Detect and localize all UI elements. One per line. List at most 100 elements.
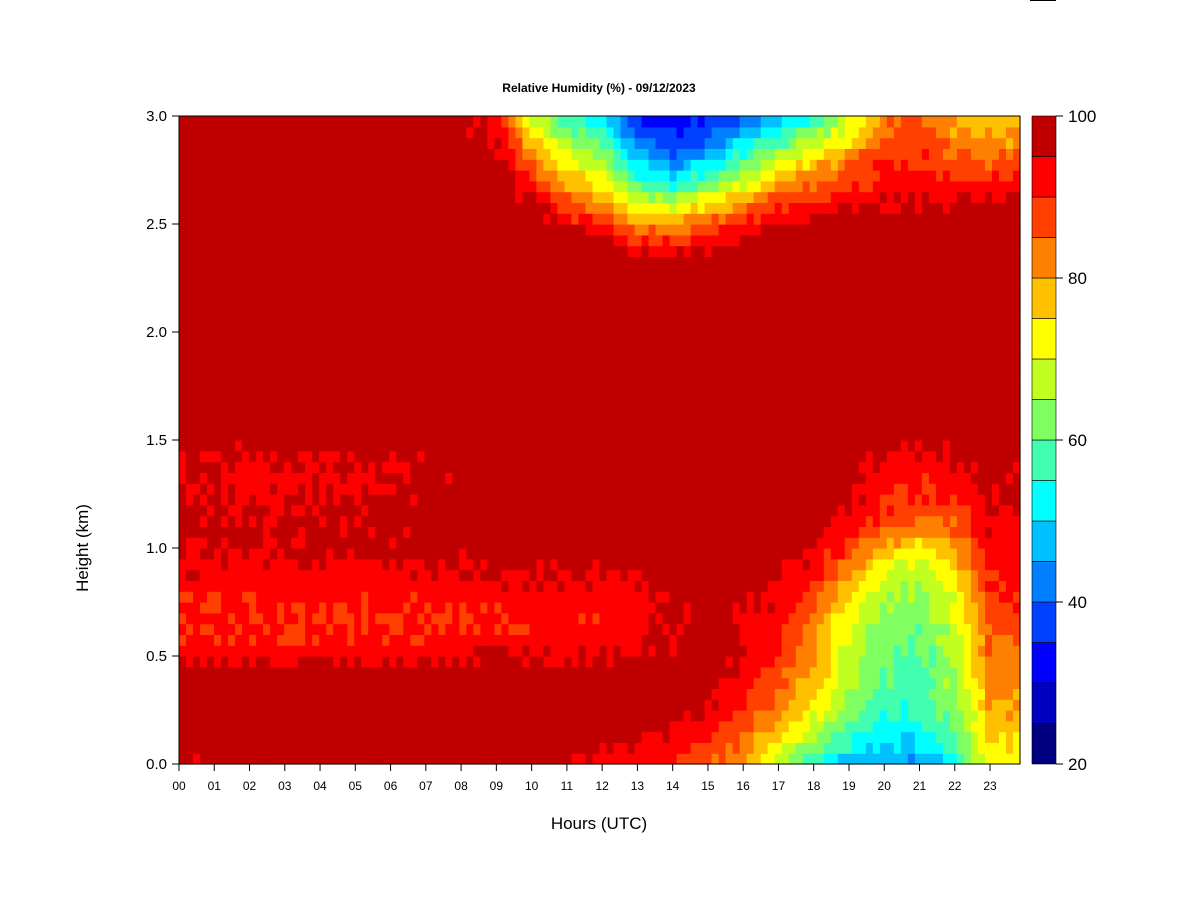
heatmap-cell: [298, 688, 306, 700]
heatmap-cell: [480, 591, 488, 603]
heatmap-cell: [242, 504, 250, 517]
heatmap-cell: [242, 688, 250, 700]
heatmap-cell: [844, 634, 853, 646]
heatmap-cell: [739, 688, 748, 700]
heatmap-cell: [830, 515, 839, 527]
heatmap-cell: [326, 580, 334, 592]
heatmap-cell: [711, 375, 720, 387]
heatmap-cell: [200, 321, 208, 333]
heatmap-cell: [900, 494, 909, 506]
heatmap-cell: [914, 332, 923, 344]
heatmap-cell: [676, 753, 685, 765]
heatmap-cell: [305, 537, 313, 549]
heatmap-cell: [998, 699, 1007, 711]
heatmap-cell: [270, 440, 278, 452]
heatmap-cell: [767, 450, 776, 463]
heatmap-cell: [921, 375, 930, 387]
heatmap-cell: [739, 580, 748, 592]
heatmap-cell: [585, 537, 594, 549]
heatmap-cell: [424, 386, 432, 398]
heatmap-cell: [753, 623, 762, 635]
heatmap-cell: [347, 472, 355, 484]
heatmap-cell: [732, 472, 741, 484]
heatmap-cell: [634, 645, 643, 657]
heatmap-cell: [424, 440, 432, 452]
heatmap-cell: [536, 558, 545, 571]
heatmap-cell: [459, 591, 467, 603]
heatmap-cell: [326, 450, 334, 463]
heatmap-cell: [781, 429, 790, 441]
heatmap-cell: [284, 504, 292, 517]
heatmap-cell: [179, 558, 187, 571]
heatmap-cell: [725, 515, 734, 527]
heatmap-cell: [711, 429, 720, 441]
heatmap-cell: [459, 645, 467, 657]
heatmap-cell: [501, 321, 509, 333]
heatmap-cell: [543, 310, 552, 322]
heatmap-cell: [263, 504, 271, 517]
heatmap-cell: [599, 710, 608, 722]
heatmap-cell: [333, 645, 341, 657]
heatmap-cell: [900, 710, 909, 722]
heatmap-cell: [571, 321, 580, 333]
heatmap-cell: [270, 364, 278, 376]
heatmap-cell: [662, 623, 671, 635]
heatmap-cell: [949, 353, 958, 365]
heatmap-cell: [564, 321, 573, 333]
heatmap-cell: [620, 375, 629, 387]
heatmap-cell: [298, 569, 306, 581]
heatmap-cell: [235, 375, 243, 387]
heatmap-cell: [466, 429, 474, 441]
heatmap-cell: [970, 558, 979, 571]
heatmap-cell: [949, 321, 958, 333]
heatmap-cell: [501, 645, 509, 657]
heatmap-cell: [473, 710, 481, 722]
heatmap-cell: [760, 407, 769, 419]
heatmap-cell: [739, 504, 748, 517]
heatmap-cell: [431, 742, 439, 754]
heatmap-cell: [816, 537, 825, 549]
heatmap-cell: [921, 580, 930, 592]
heatmap-cell: [690, 548, 699, 560]
heatmap-cell: [529, 504, 538, 517]
heatmap-cell: [536, 699, 545, 711]
heatmap-cell: [186, 526, 194, 538]
heatmap-cell: [725, 504, 734, 517]
heatmap-cell: [186, 332, 194, 344]
heatmap-cell: [732, 450, 741, 463]
heatmap-cell: [340, 548, 348, 560]
heatmap-cell: [375, 483, 383, 495]
heatmap-cell: [669, 720, 678, 733]
heatmap-cell: [403, 710, 411, 722]
heatmap-cell: [704, 666, 713, 679]
heatmap-cell: [760, 612, 769, 625]
heatmap-cell: [480, 548, 488, 560]
heatmap-cell: [809, 386, 818, 398]
heatmap-cell: [739, 332, 748, 344]
heatmap-cell: [207, 537, 215, 549]
heatmap-cell: [935, 731, 944, 743]
heatmap-cell: [879, 396, 888, 409]
heatmap-cell: [669, 548, 678, 560]
heatmap-cell: [578, 710, 587, 722]
heatmap-cell: [375, 569, 383, 581]
heatmap-cell: [725, 602, 734, 614]
heatmap-cell: [886, 688, 895, 700]
heatmap-cell: [949, 450, 958, 463]
heatmap-cell: [620, 569, 629, 581]
heatmap-cell: [823, 699, 832, 711]
heatmap-cell: [900, 450, 909, 463]
heatmap-cell: [620, 342, 629, 355]
heatmap-cell: [375, 742, 383, 754]
heatmap-cell: [683, 720, 692, 733]
heatmap-cell: [326, 677, 334, 689]
heatmap-cell: [669, 602, 678, 614]
heatmap-cell: [200, 710, 208, 722]
heatmap-cell: [998, 645, 1007, 657]
heatmap-cell: [228, 332, 236, 344]
heatmap-cell: [655, 569, 664, 581]
heatmap-cell: [872, 623, 881, 635]
heatmap-cell: [613, 494, 622, 506]
heatmap-cell: [536, 591, 545, 603]
heatmap-cell: [984, 580, 993, 592]
